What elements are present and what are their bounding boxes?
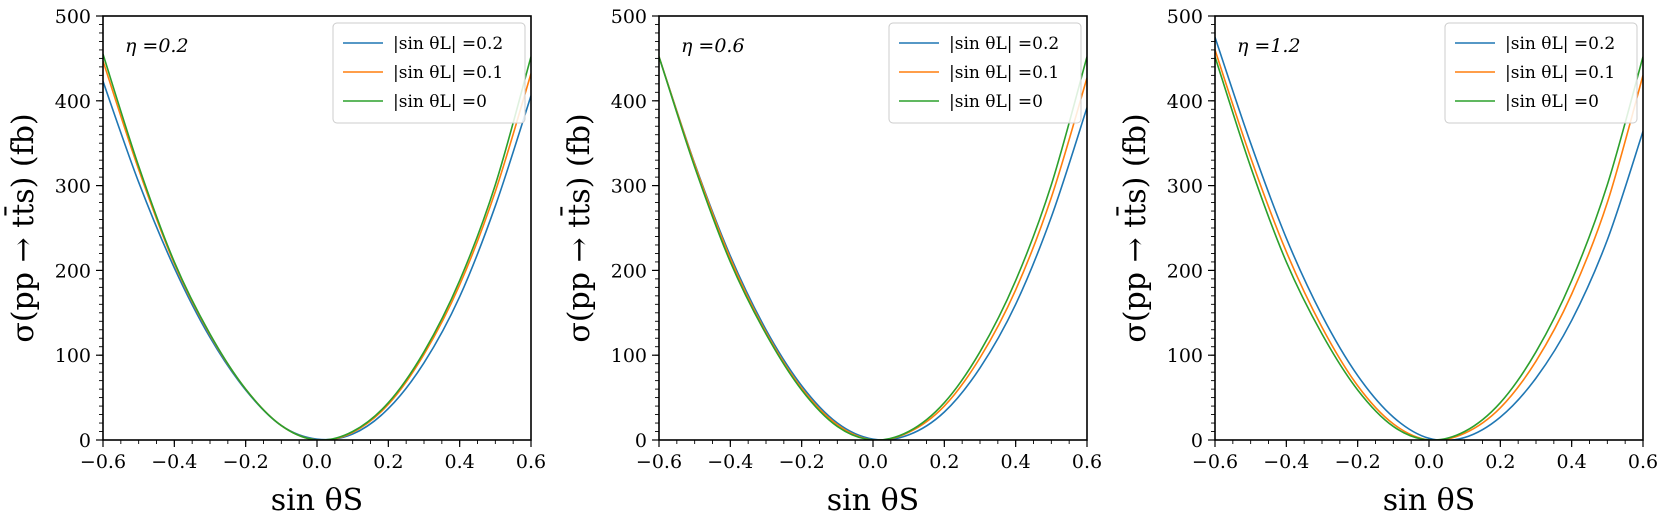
y-tick-label: 300 [1167, 176, 1203, 198]
x-tick-label: −0.6 [636, 451, 682, 473]
x-tick-label: 0.0 [302, 451, 332, 473]
legend-label-2: |sin θL| =0.1 [393, 63, 503, 83]
y-tick-label: 500 [55, 6, 91, 28]
x-tick-label: −0.4 [151, 451, 197, 473]
chart-panel-1: −0.6 −0.4 −0.2 0.0 0.2 0.4 0.6 0 100 200 300 400 500… [3, 6, 546, 518]
x-tick-label: 0.2 [373, 451, 403, 473]
y-axis-label: σ(pp → tt̄s) (fb) [3, 113, 41, 342]
legend-label-1: |sin θL| =0.2 [393, 34, 503, 54]
series-line-3 [1215, 56, 1643, 440]
y-tick-label: 200 [1167, 260, 1203, 282]
eta-annotation: η =0.6 [681, 35, 745, 57]
chart-panel-2: −0.6 −0.4 −0.2 0.0 0.2 0.4 0.6 0 100 200 300 400 500… [559, 6, 1102, 518]
legend-label-2: |sin θL| =0.1 [1505, 63, 1615, 83]
y-tick-label: 300 [55, 176, 91, 198]
legend-box [332, 22, 526, 124]
legend-label-3: |sin θL| =0 [393, 92, 487, 112]
y-tick-label: 200 [611, 260, 647, 282]
chart-panel-3: −0.6 −0.4 −0.2 0.0 0.2 0.4 0.6 0 100 200 300 400 500… [1115, 6, 1658, 518]
y-tick-label: 100 [611, 345, 647, 367]
y-tick-label: 0 [1191, 430, 1203, 452]
legend-label-1: |sin θL| =0.2 [949, 34, 1059, 54]
x-tick-label: −0.6 [80, 451, 126, 473]
series-line-3 [659, 56, 1087, 440]
x-tick-label: −0.4 [1263, 451, 1309, 473]
y-tick-label: 400 [55, 91, 91, 113]
x-tick-label: 0.6 [516, 451, 546, 473]
y-tick-label: 0 [635, 430, 647, 452]
x-axis-label: sin θS [827, 483, 919, 518]
y-tick-label: 0 [79, 430, 91, 452]
legend-box [888, 22, 1082, 124]
legend-label-2: |sin θL| =0.1 [949, 63, 1059, 83]
legend: |sin θL| =0.2 |sin θL| =0.1 |sin θL| =0 [332, 22, 526, 124]
legend: |sin θL| =0.2 |sin θL| =0.1 |sin θL| =0 [888, 22, 1082, 124]
legend: |sin θL| =0.2 |sin θL| =0.1 |sin θL| =0 [1444, 22, 1638, 124]
legend-box [1444, 22, 1638, 124]
x-tick-label: 0.2 [1485, 451, 1515, 473]
x-tick-label: −0.2 [779, 451, 825, 473]
legend-label-1: |sin θL| =0.2 [1505, 34, 1615, 54]
series-line-1 [103, 81, 531, 440]
eta-annotation: η =0.2 [125, 35, 189, 57]
x-tick-label: 0.0 [1414, 451, 1444, 473]
x-tick-label: 0.6 [1628, 451, 1658, 473]
x-tick-label: −0.2 [1335, 451, 1381, 473]
x-tick-label: 0.4 [1001, 451, 1031, 473]
y-axis-label: σ(pp → tt̄s) (fb) [1115, 113, 1153, 342]
x-tick-label: 0.2 [929, 451, 959, 473]
y-tick-label: 300 [611, 176, 647, 198]
legend-label-3: |sin θL| =0 [1505, 92, 1599, 112]
y-tick-label: 500 [611, 6, 647, 28]
x-tick-label: −0.6 [1192, 451, 1238, 473]
y-tick-label: 400 [1167, 91, 1203, 113]
x-axis-label: sin θS [1383, 483, 1475, 518]
series-line-3 [103, 53, 531, 440]
y-tick-label: 400 [611, 91, 647, 113]
x-tick-label: −0.2 [223, 451, 269, 473]
x-tick-label: 0.4 [445, 451, 475, 473]
x-tick-label: 0.0 [858, 451, 888, 473]
y-tick-label: 500 [1167, 6, 1203, 28]
x-tick-label: 0.4 [1557, 451, 1587, 473]
x-tick-label: −0.4 [707, 451, 753, 473]
y-tick-label: 200 [55, 260, 91, 282]
series-line-1 [1215, 36, 1643, 440]
eta-annotation: η =1.2 [1237, 35, 1301, 57]
x-axis-label: sin θS [271, 483, 363, 518]
y-axis-label: σ(pp → tt̄s) (fb) [559, 113, 597, 342]
legend-label-3: |sin θL| =0 [949, 92, 1043, 112]
y-tick-label: 100 [55, 345, 91, 367]
x-tick-label: 0.6 [1072, 451, 1102, 473]
y-tick-label: 100 [1167, 345, 1203, 367]
series-line-1 [659, 56, 1087, 440]
